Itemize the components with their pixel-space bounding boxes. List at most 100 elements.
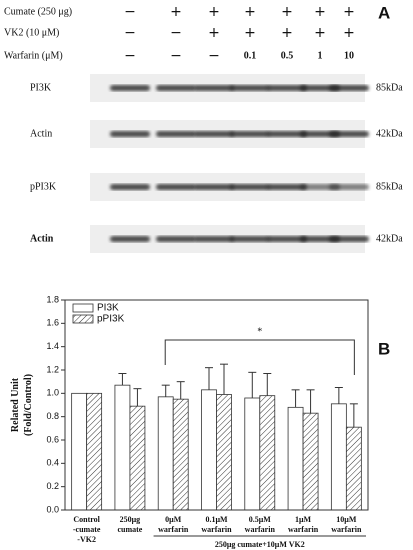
- condition-mark: −: [124, 4, 136, 20]
- y-tick-label: 1.8: [46, 294, 59, 304]
- blot-band: [267, 131, 307, 137]
- legend-label: PI3K: [97, 303, 119, 314]
- y-tick-label: 1.4: [46, 341, 59, 351]
- blot-band: [230, 184, 270, 190]
- condition-mark: +: [281, 4, 293, 20]
- x-tick-label: Control -cumate -VK2: [73, 515, 101, 544]
- x-tick-label: 10μM warfarin: [331, 515, 362, 534]
- condition-mark: −: [208, 48, 220, 64]
- condition-mark: +: [314, 25, 326, 41]
- condition-mark: +: [170, 4, 182, 20]
- panel-label: B: [378, 339, 390, 358]
- blot-band: [194, 85, 234, 91]
- blot-band: [110, 236, 150, 242]
- blot-band: [156, 184, 196, 190]
- x-tick-label: 250μg cumate: [117, 515, 142, 534]
- condition-mark: −: [170, 48, 182, 64]
- bar: [330, 403, 347, 511]
- blot-band: [194, 184, 234, 190]
- blot-band: [156, 236, 196, 242]
- condition-mark: +: [208, 4, 220, 20]
- condition-mark: +: [281, 25, 293, 41]
- condition-mark: +: [343, 4, 355, 20]
- condition-mark: 10: [344, 50, 354, 61]
- condition-label: Cumate (250 μg): [4, 6, 72, 17]
- band-size: 42kDa: [376, 233, 403, 244]
- y-axis-label: Related Unit (Fold/Control): [10, 374, 34, 436]
- condition-mark: −: [124, 48, 136, 64]
- blot-band: [267, 85, 307, 91]
- significance-bracket: [164, 339, 355, 375]
- blot-band: [110, 131, 150, 137]
- y-axis-label-line: Related Unit: [10, 377, 21, 432]
- blot-band: [329, 85, 369, 91]
- bar: [201, 389, 217, 511]
- y-tick-label: 1.2: [46, 364, 59, 374]
- bar: [216, 394, 232, 511]
- panel-label: A: [378, 3, 390, 22]
- legend-swatch: [72, 303, 94, 313]
- bar: [244, 397, 261, 511]
- bar: [302, 412, 319, 511]
- condition-mark: 0.5: [281, 50, 294, 61]
- blot-band: [156, 131, 196, 137]
- condition-mark: +: [314, 4, 326, 20]
- group-label: 250μg cumate+10μM VK2: [215, 540, 305, 549]
- y-tick-label: 0.0: [46, 504, 59, 514]
- band-size: 85kDa: [376, 82, 403, 93]
- y-axis-label-line: (Fold/Control): [23, 374, 34, 436]
- condition-mark: −: [170, 25, 182, 41]
- band-size: 85kDa: [376, 181, 403, 192]
- legend-label: pPI3K: [97, 314, 125, 325]
- blot-band: [110, 184, 150, 190]
- blot-band: [329, 236, 369, 242]
- y-tick-label: 0.6: [46, 434, 59, 444]
- condition-mark: +: [208, 25, 220, 41]
- condition-mark: −: [124, 25, 136, 41]
- band-label: Actin: [30, 128, 52, 139]
- plot-frame: [64, 299, 369, 511]
- bar: [129, 405, 146, 511]
- blot-band: [267, 184, 307, 190]
- condition-mark: +: [343, 25, 355, 41]
- blot-band: [194, 236, 234, 242]
- y-tick-label: 0.4: [46, 458, 59, 468]
- blot-band: [267, 236, 307, 242]
- blot-band: [230, 85, 270, 91]
- condition-mark: +: [244, 25, 256, 41]
- blot-band: [329, 184, 369, 190]
- bar: [71, 392, 88, 511]
- bar: [86, 392, 103, 511]
- band-label: PI3K: [30, 82, 52, 93]
- x-tick-label: 1μM warfarin: [288, 515, 319, 534]
- band-size: 42kDa: [376, 128, 403, 139]
- condition-mark: 0.1: [244, 50, 257, 61]
- y-tick-label: 1.0: [46, 388, 59, 398]
- y-tick-label: 0.8: [46, 411, 59, 421]
- band-label: Actin: [30, 233, 54, 244]
- condition-mark: 1: [318, 50, 323, 61]
- bar: [172, 398, 189, 511]
- bar: [114, 384, 131, 511]
- blot-band: [230, 131, 270, 137]
- blot-band: [110, 85, 150, 91]
- bar: [157, 396, 174, 511]
- bar: [259, 395, 276, 511]
- band-label: pPI3K: [30, 181, 57, 192]
- blot-band: [156, 85, 196, 91]
- condition-mark: +: [244, 4, 256, 20]
- condition-label: VK2 (10 μM): [4, 27, 59, 38]
- x-tick-label: 0.5μM warfarin: [245, 515, 276, 534]
- y-tick-label: 1.6: [46, 318, 59, 328]
- x-tick-label: 0μM warfarin: [158, 515, 189, 534]
- blot-band: [329, 131, 369, 137]
- x-tick-label: 0.1μM warfarin: [201, 515, 232, 534]
- bar: [287, 406, 304, 511]
- blot-band: [194, 131, 234, 137]
- blot-band: [230, 236, 270, 242]
- significance-label: *: [257, 326, 262, 337]
- condition-label: Warfarin (μM): [4, 50, 63, 61]
- y-tick-label: 0.2: [46, 481, 59, 491]
- legend-swatch: [72, 314, 94, 324]
